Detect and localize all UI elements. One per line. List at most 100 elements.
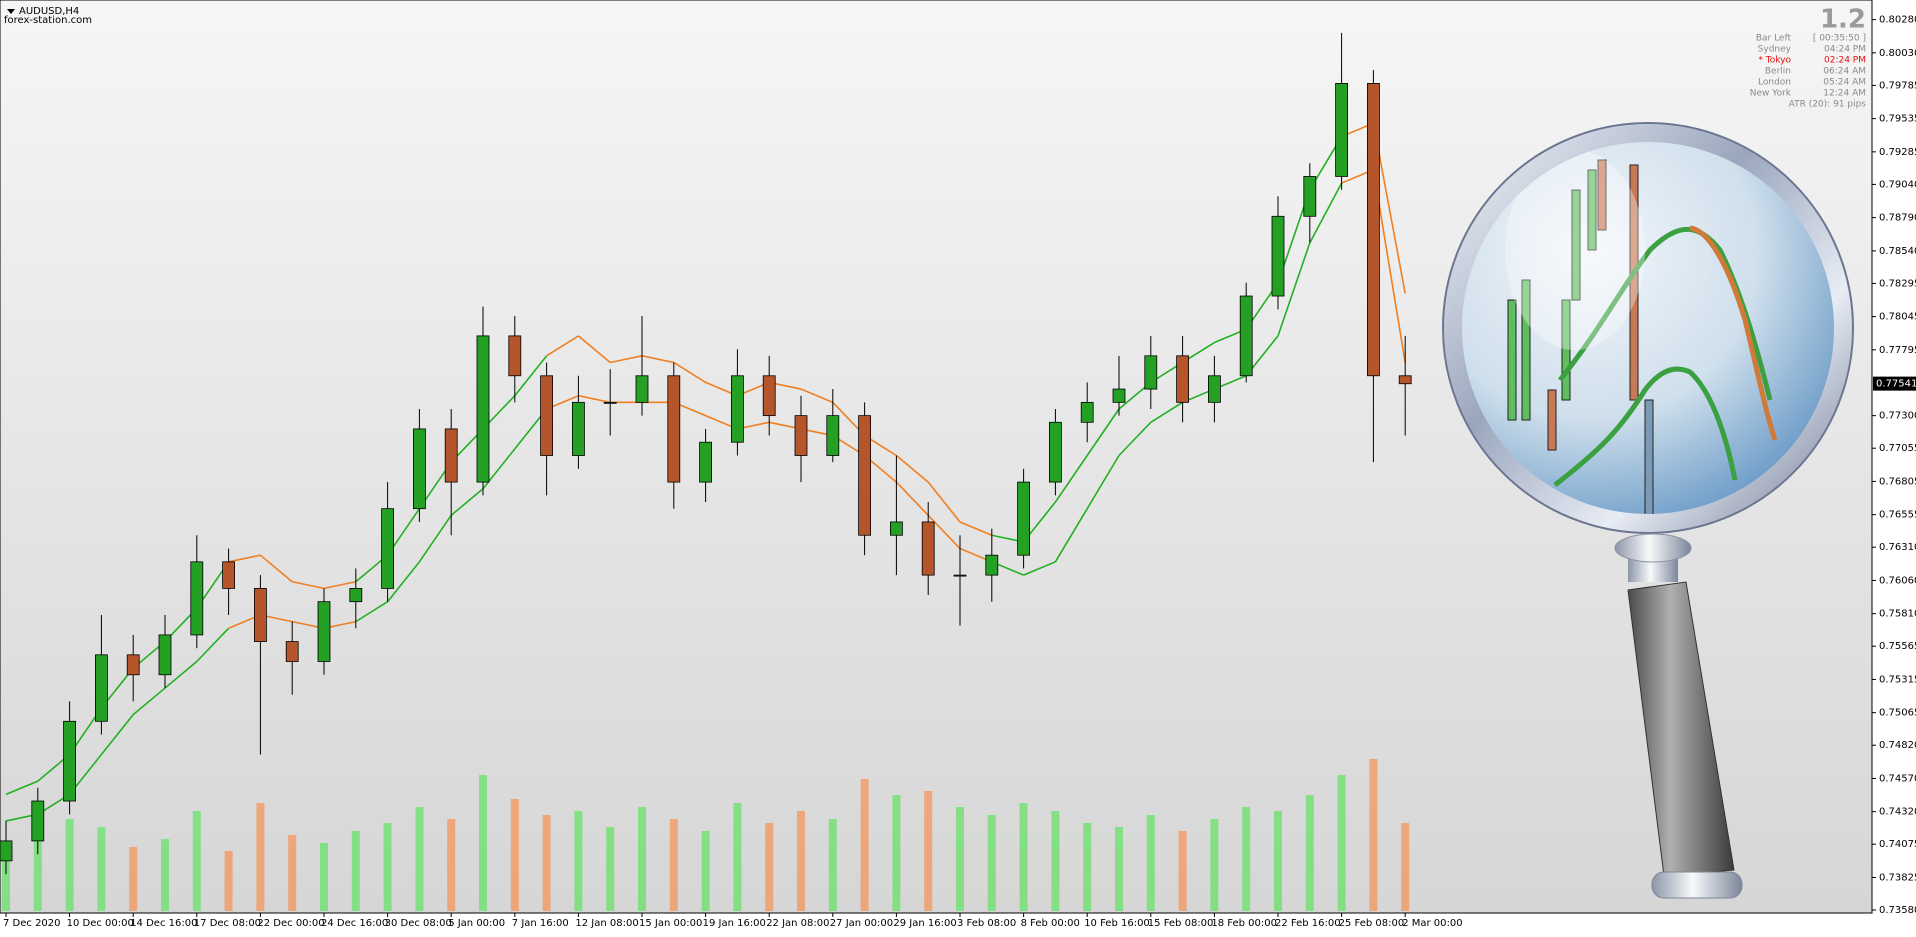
volume-bar bbox=[1210, 819, 1219, 911]
menu-arrow bbox=[7, 9, 15, 14]
spread: 1.2 bbox=[1820, 5, 1866, 35]
lens-candle bbox=[1561, 299, 1571, 401]
volume-bar bbox=[1019, 803, 1028, 911]
volume-bar bbox=[1242, 807, 1251, 911]
indicator-line bbox=[164, 660, 198, 689]
indicator-line bbox=[641, 355, 674, 364]
candle-body bbox=[508, 335, 522, 377]
candle-body bbox=[1049, 421, 1062, 483]
y-axis-bg bbox=[1873, 0, 1916, 933]
lens-candle bbox=[1547, 389, 1557, 451]
lens-curve bbox=[1553, 366, 1738, 487]
candle-body bbox=[635, 375, 649, 403]
volume-bar bbox=[1369, 759, 1378, 911]
info-value: 12:24 AM bbox=[1823, 89, 1866, 99]
x-tick-label: 22 Dec 00:00 bbox=[257, 918, 324, 929]
candle-body bbox=[476, 335, 490, 483]
candle-body bbox=[1367, 83, 1380, 377]
indicator-line bbox=[1023, 561, 1056, 576]
indicator-line bbox=[386, 561, 421, 603]
volume-bar bbox=[1337, 775, 1346, 911]
candle-body bbox=[0, 840, 13, 862]
handle-collar bbox=[1614, 533, 1692, 563]
candle-body bbox=[317, 601, 331, 662]
volume-bar bbox=[797, 811, 805, 911]
x-tick-label: 25 Feb 08:00 bbox=[1339, 918, 1405, 929]
candle-body bbox=[95, 654, 108, 722]
handle-cap bbox=[1651, 871, 1743, 899]
info-value: 06:24 AM bbox=[1823, 67, 1866, 77]
volume-bar bbox=[510, 799, 519, 911]
candle-body bbox=[31, 800, 45, 842]
x-tick-label: 22 Feb 16:00 bbox=[1275, 918, 1341, 929]
source: forex-station.com bbox=[4, 15, 92, 26]
lens-glare bbox=[1505, 150, 1645, 350]
indicator-line bbox=[1054, 455, 1088, 503]
candle-body bbox=[1335, 83, 1348, 177]
volume-bar bbox=[956, 807, 964, 911]
volume-bar bbox=[161, 839, 169, 911]
volume-bar bbox=[987, 815, 996, 911]
x-axis-bg bbox=[0, 914, 1873, 933]
candle-body bbox=[603, 401, 617, 404]
x-tick-label: 18 Feb 00:00 bbox=[1211, 918, 1277, 929]
x-tick-label: 14 Dec 16:00 bbox=[130, 918, 197, 929]
lens-curve bbox=[1689, 225, 1778, 441]
indicator-line bbox=[132, 687, 166, 716]
volume-bar bbox=[606, 827, 615, 911]
volume-bar bbox=[383, 823, 392, 911]
x-tick-label: 29 Jan 16:00 bbox=[893, 918, 956, 929]
candle-body bbox=[444, 428, 458, 483]
volume-bar bbox=[701, 831, 710, 911]
indicator-line bbox=[800, 388, 834, 404]
indicator-line bbox=[1118, 421, 1152, 457]
y-tick-label: 0.78295 bbox=[1879, 278, 1916, 289]
indicator-line bbox=[1086, 455, 1120, 510]
lens-candle bbox=[1587, 169, 1597, 251]
info-value: [ 00:35:50 ] bbox=[1813, 34, 1866, 44]
x-tick-label: 2 Mar 00:00 bbox=[1402, 918, 1462, 929]
info-value: 05:24 AM bbox=[1823, 78, 1866, 88]
volume-bar bbox=[320, 843, 328, 911]
info-label: New York bbox=[1750, 89, 1792, 99]
volume-bar bbox=[733, 803, 742, 911]
lens-curve bbox=[1558, 226, 1773, 401]
info-label: London bbox=[1758, 78, 1791, 88]
indicator-line bbox=[895, 481, 929, 516]
volume-bar bbox=[1115, 827, 1123, 911]
indicator-line bbox=[959, 521, 993, 536]
x-tick-label: 7 Jan 16:00 bbox=[512, 918, 569, 929]
y-tick-label: 0.79535 bbox=[1879, 114, 1916, 125]
x-tick-label: 15 Jan 00:00 bbox=[639, 918, 702, 929]
volume-bar bbox=[351, 831, 360, 911]
indicator-line bbox=[895, 454, 929, 483]
indicator-line bbox=[927, 481, 961, 523]
indicator-line bbox=[1086, 408, 1120, 456]
indicator-line bbox=[450, 488, 484, 516]
candle-body bbox=[1080, 401, 1094, 423]
lens-ring-edge bbox=[1442, 122, 1854, 534]
info-label: Sydney bbox=[1758, 45, 1792, 55]
candle-body bbox=[1208, 375, 1221, 403]
candle-body bbox=[1176, 355, 1189, 403]
current-price-label: 0.77541 bbox=[1876, 379, 1916, 390]
y-tick-label: 0.73825 bbox=[1879, 872, 1916, 883]
info-label: Bar Left bbox=[1756, 34, 1792, 44]
x-tick-label: 19 Jan 16:00 bbox=[703, 918, 766, 929]
indicator-line bbox=[927, 514, 961, 550]
volume-bar bbox=[256, 803, 265, 911]
volume-bar bbox=[765, 823, 774, 911]
candle-body bbox=[572, 401, 585, 456]
y-tick-label: 0.75315 bbox=[1879, 674, 1916, 685]
info-panel: 1.2 Bar Left [ 00:35:50 ] Sydney 04:24 PM * T… bbox=[1750, 5, 1867, 110]
volume-bar bbox=[1401, 823, 1410, 911]
indicator-line bbox=[355, 601, 389, 623]
candle-body bbox=[349, 588, 363, 603]
